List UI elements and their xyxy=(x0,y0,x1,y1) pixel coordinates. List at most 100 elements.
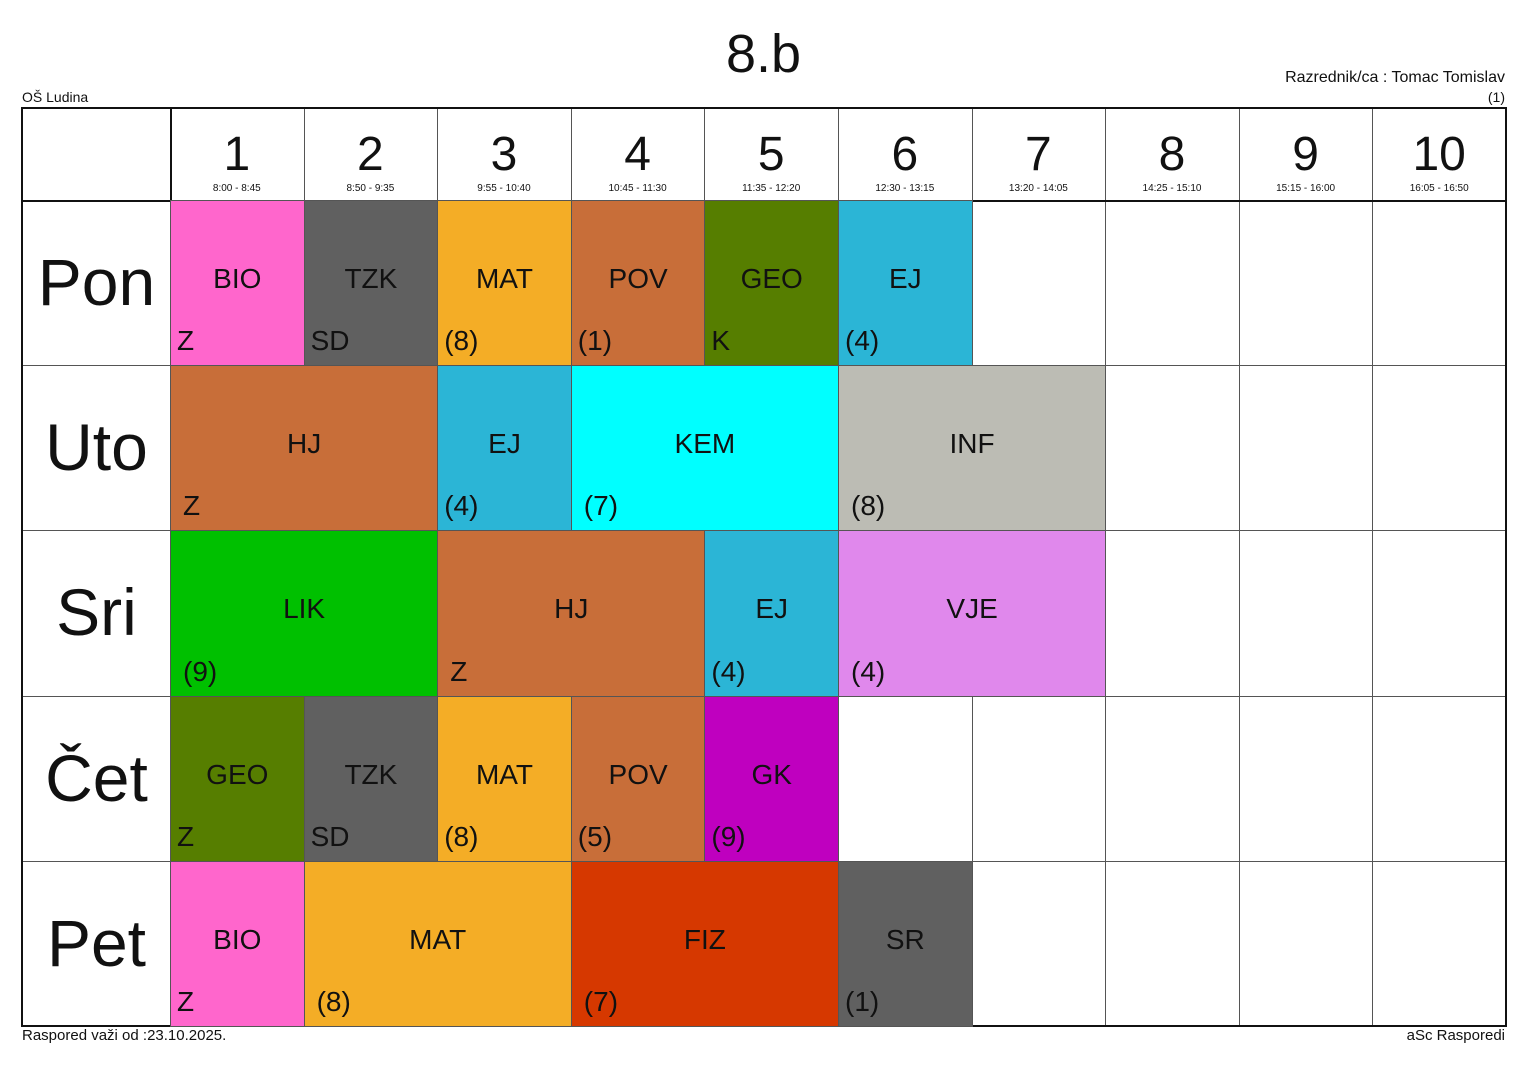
period-header-7: 7 13:20 - 14:05 xyxy=(972,109,1106,201)
period-time: 10:45 - 11:30 xyxy=(608,183,667,194)
lesson-block[interactable]: HJ Z xyxy=(437,530,706,697)
period-time: 9:55 - 10:40 xyxy=(477,183,531,194)
lesson-room: (4) xyxy=(711,655,746,687)
day-label: Čet xyxy=(45,740,148,815)
lesson-subject: KEM xyxy=(674,428,736,460)
period-number: 1 xyxy=(223,128,251,181)
lesson-room: (4) xyxy=(444,490,479,522)
lesson-block[interactable]: BIO Z xyxy=(170,860,305,1027)
period-time: 13:20 - 14:05 xyxy=(1008,183,1068,194)
lesson-block[interactable]: INF (8) xyxy=(838,365,1107,532)
lesson-room: (9) xyxy=(183,655,218,687)
lesson-block[interactable]: TZK SD xyxy=(303,200,439,367)
grid-vline xyxy=(1372,109,1374,1025)
period-number: 6 xyxy=(891,128,919,181)
lesson-subject: VJE xyxy=(946,593,998,625)
day-label: Sri xyxy=(56,575,137,650)
period-time: 16:05 - 16:50 xyxy=(1409,183,1469,194)
lesson-subject: MAT xyxy=(475,263,533,295)
valid-from-note: Raspored važi od :23.10.2025. xyxy=(22,1027,227,1044)
lesson-room: (4) xyxy=(851,655,886,687)
lesson-room: Z xyxy=(183,490,201,522)
lesson-block[interactable]: POV (1) xyxy=(570,200,706,367)
lesson-subject: GK xyxy=(751,758,792,790)
lesson-subject: TZK xyxy=(344,263,398,295)
lesson-subject: EJ xyxy=(488,428,521,460)
lesson-subject: GEO xyxy=(206,758,269,790)
grid-vline xyxy=(1238,109,1240,1025)
lesson-room: (8) xyxy=(851,490,886,522)
lesson-block[interactable]: KEM (7) xyxy=(570,365,839,532)
period-time: 12:30 - 13:15 xyxy=(875,183,935,194)
lesson-room: (4) xyxy=(845,325,880,357)
lesson-block[interactable]: GK (9) xyxy=(704,695,839,862)
lesson-subject: TZK xyxy=(344,758,398,790)
lesson-subject: FIZ xyxy=(683,924,726,956)
lesson-room: (1) xyxy=(845,985,880,1017)
lesson-block[interactable]: VJE (4) xyxy=(838,530,1107,697)
class-teacher: Razrednik/ca : Tomac Tomislav xyxy=(1285,69,1505,86)
lesson-room: (8) xyxy=(316,985,351,1017)
lesson-room: Z xyxy=(177,325,195,357)
lesson-block[interactable]: MAT (8) xyxy=(437,200,572,367)
lesson-room: SD xyxy=(310,820,350,852)
period-time: 11:35 - 12:20 xyxy=(742,183,801,194)
lesson-block[interactable]: BIO Z xyxy=(170,200,305,367)
lesson-room: (8) xyxy=(444,820,479,852)
period-header-6: 6 12:30 - 13:15 xyxy=(838,109,972,201)
lesson-subject: MAT xyxy=(409,924,467,956)
period-time: 8:00 - 8:45 xyxy=(212,183,261,194)
timetable-grid: 1 8:00 - 8:45 2 8:50 - 9:35 3 9:55 - 10:40 4 10… xyxy=(21,107,1507,1027)
lesson-block[interactable]: TZK SD xyxy=(303,695,439,862)
lesson-subject: POV xyxy=(608,758,668,790)
period-header-8: 8 14:25 - 15:10 xyxy=(1105,109,1239,201)
lesson-subject: HJ xyxy=(554,593,589,625)
lesson-room: (5) xyxy=(577,820,613,852)
lesson-block[interactable]: EJ (4) xyxy=(838,200,973,367)
page-number: (1) xyxy=(1487,89,1505,105)
lesson-room: K xyxy=(711,325,731,357)
lesson-block[interactable]: HJ Z xyxy=(170,365,439,532)
lesson-block[interactable]: EJ (4) xyxy=(704,530,839,697)
period-number: 4 xyxy=(624,128,651,181)
lesson-block[interactable]: EJ (4) xyxy=(437,365,572,532)
period-number: 7 xyxy=(1025,128,1052,181)
period-header-1: 1 8:00 - 8:45 xyxy=(170,109,304,201)
period-header-10: 10 16:05 - 16:50 xyxy=(1372,109,1506,201)
lesson-room: SD xyxy=(310,325,350,357)
lesson-subject: BIO xyxy=(213,263,262,295)
page-title: 8.b xyxy=(725,24,802,84)
period-header-2: 2 8:50 - 9:35 xyxy=(304,109,438,201)
lesson-block[interactable]: GEO K xyxy=(704,200,839,367)
lesson-room: (7) xyxy=(583,985,619,1017)
day-label: Pet xyxy=(46,905,147,980)
day-label: Uto xyxy=(45,410,148,485)
period-header-9: 9 15:15 - 16:00 xyxy=(1239,109,1373,201)
lesson-block[interactable]: POV (5) xyxy=(570,695,706,862)
lesson-room: (7) xyxy=(583,490,619,522)
lesson-block[interactable]: GEO Z xyxy=(170,695,305,862)
lesson-subject: INF xyxy=(949,428,995,460)
lesson-subject: EJ xyxy=(755,593,789,625)
period-number: 8 xyxy=(1158,128,1186,181)
lesson-subject: BIO xyxy=(213,924,262,956)
lesson-subject: HJ xyxy=(286,428,322,460)
lesson-room: (8) xyxy=(444,325,479,357)
lesson-subject: MAT xyxy=(475,758,533,790)
lesson-block[interactable]: MAT (8) xyxy=(437,695,572,862)
lesson-room: (9) xyxy=(711,820,746,852)
lesson-room: Z xyxy=(450,655,468,687)
lesson-block[interactable]: FIZ (7) xyxy=(570,860,839,1027)
lesson-block[interactable]: SR (1) xyxy=(838,860,973,1027)
lesson-block[interactable]: MAT (8) xyxy=(303,860,572,1027)
school-name: OŠ Ludina xyxy=(22,89,89,105)
lesson-room: Z xyxy=(177,820,195,852)
period-number: 9 xyxy=(1292,128,1319,181)
period-number: 3 xyxy=(490,128,518,181)
day-label: Pon xyxy=(37,245,156,319)
period-time: 8:50 - 9:35 xyxy=(346,183,395,194)
lesson-subject: GEO xyxy=(740,263,803,295)
period-header-5: 5 11:35 - 12:20 xyxy=(704,109,838,201)
period-time: 15:15 - 16:00 xyxy=(1276,183,1336,194)
lesson-block[interactable]: LIK (9) xyxy=(170,530,439,697)
